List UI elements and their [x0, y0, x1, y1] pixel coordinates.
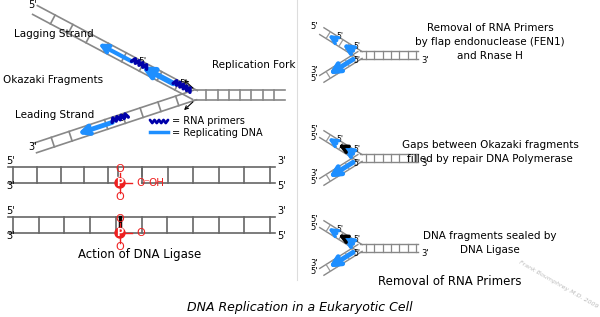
Text: 5': 5'	[353, 56, 360, 65]
Text: = RNA primers: = RNA primers	[172, 116, 245, 126]
Text: Lagging Strand: Lagging Strand	[14, 29, 94, 39]
Text: 3': 3'	[6, 231, 14, 241]
Circle shape	[115, 228, 125, 238]
Text: O: O	[136, 228, 145, 238]
Text: 3': 3'	[310, 169, 317, 178]
Circle shape	[115, 178, 125, 188]
Text: 5': 5'	[353, 249, 360, 258]
Text: 5': 5'	[310, 125, 317, 134]
Text: 5': 5'	[118, 114, 126, 123]
Text: 5': 5'	[310, 177, 317, 186]
Text: Leading Strand: Leading Strand	[15, 110, 94, 120]
Text: 5': 5'	[6, 156, 15, 166]
Text: 5': 5'	[337, 135, 344, 144]
Text: 5': 5'	[337, 32, 344, 41]
Text: O: O	[116, 164, 124, 174]
Text: OH: OH	[148, 178, 164, 188]
Text: 5': 5'	[6, 206, 15, 216]
Text: 3': 3'	[310, 66, 317, 75]
Text: P: P	[116, 228, 124, 238]
Text: 5': 5'	[277, 181, 286, 191]
Text: Action of DNA Ligase: Action of DNA Ligase	[79, 248, 202, 261]
Text: Removal of RNA Primers: Removal of RNA Primers	[378, 275, 522, 288]
Text: 5': 5'	[310, 74, 317, 83]
Text: = Replicating DNA: = Replicating DNA	[172, 128, 263, 138]
Text: 5': 5'	[310, 223, 317, 232]
Text: 3': 3'	[421, 159, 428, 168]
Text: 5': 5'	[337, 225, 344, 234]
Text: 5': 5'	[353, 42, 360, 51]
Text: DNA Replication in a Eukaryotic Cell: DNA Replication in a Eukaryotic Cell	[187, 301, 413, 314]
Text: O⁻: O⁻	[136, 178, 150, 188]
Text: 3': 3'	[29, 142, 37, 152]
Text: 3': 3'	[421, 56, 428, 65]
Text: 5': 5'	[353, 235, 360, 244]
Text: Removal of RNA Primers
by flap endonuclease (FEN1)
and Rnase H: Removal of RNA Primers by flap endonucle…	[415, 23, 565, 61]
Text: 5': 5'	[310, 215, 317, 224]
Text: O: O	[116, 192, 124, 202]
Text: 5': 5'	[353, 159, 360, 168]
Text: 5': 5'	[29, 0, 37, 10]
Text: 3': 3'	[277, 206, 286, 216]
Text: O: O	[116, 214, 124, 224]
Text: O: O	[116, 242, 124, 252]
Text: DNA fragments sealed by
DNA Ligase: DNA fragments sealed by DNA Ligase	[423, 231, 557, 255]
Text: 5': 5'	[138, 57, 146, 66]
Text: 5': 5'	[310, 22, 317, 31]
Text: 5': 5'	[179, 79, 188, 88]
Text: Gaps between Okazaki fragments
filled by repair DNA Polymerase: Gaps between Okazaki fragments filled by…	[401, 140, 578, 164]
Text: 5': 5'	[310, 133, 317, 142]
Text: 3': 3'	[421, 249, 428, 258]
Text: 3': 3'	[310, 259, 317, 268]
Text: 5': 5'	[353, 145, 360, 154]
Text: 3': 3'	[277, 156, 286, 166]
Text: 3': 3'	[6, 181, 14, 191]
Text: Frank Boumphrey M.D. 2009: Frank Boumphrey M.D. 2009	[518, 259, 598, 309]
Text: Okazaki Fragments: Okazaki Fragments	[3, 75, 103, 85]
Text: Replication Fork: Replication Fork	[212, 60, 296, 70]
Text: 5': 5'	[310, 267, 317, 276]
Text: P: P	[116, 178, 124, 188]
Text: 5': 5'	[277, 231, 286, 241]
